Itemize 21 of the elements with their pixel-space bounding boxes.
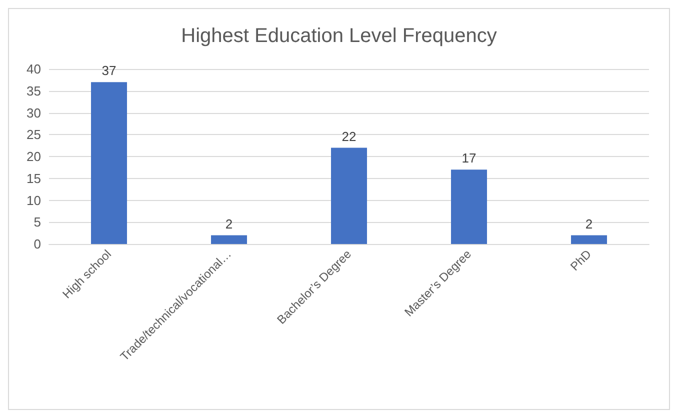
bar xyxy=(211,235,247,244)
y-tick-label: 25 xyxy=(26,127,41,142)
bar xyxy=(451,170,487,244)
y-tick-label: 10 xyxy=(26,192,41,208)
y-tick-label: 30 xyxy=(26,105,41,120)
y-tick-label: 15 xyxy=(26,170,41,186)
y-tick-label: 35 xyxy=(26,83,41,98)
y-tick-label: 5 xyxy=(34,214,41,230)
data-label: 22 xyxy=(342,128,356,144)
data-label: 2 xyxy=(225,216,233,232)
y-tick-label: 0 xyxy=(34,236,41,252)
x-tick-label: PhD xyxy=(568,246,594,274)
y-tick-label: 20 xyxy=(26,149,41,164)
data-label: 2 xyxy=(585,216,593,232)
bar xyxy=(331,148,367,244)
bar xyxy=(571,235,607,244)
y-tick-label: 40 xyxy=(26,62,41,76)
bar xyxy=(91,82,127,244)
data-label: 17 xyxy=(462,150,476,166)
data-label: 37 xyxy=(102,63,116,78)
chart-title: Highest Education Level Frequency xyxy=(181,25,497,47)
